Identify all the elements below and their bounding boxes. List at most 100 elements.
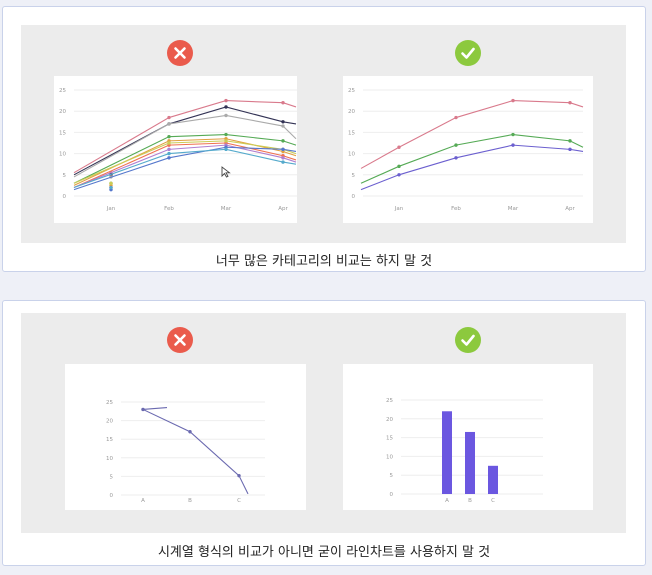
y-tick-label: 0 — [390, 492, 394, 498]
x-tick-label: Jan — [394, 206, 404, 212]
bad-line-chart-box: 0 5 10 15 20 25 Jan Feb Mar Apr — [54, 76, 297, 223]
example-panel: 0 5 10 15 20 25 A B C 0 5 10 15 20 25 A B C — [21, 313, 626, 533]
data-point — [167, 115, 171, 120]
y-tick-label: 0 — [352, 194, 356, 200]
y-tick-label: 25 — [59, 88, 66, 94]
data-point — [454, 115, 458, 120]
caption-categories: 너무 많은 카테고리의 비교는 하지 말 것 — [215, 254, 433, 269]
y-tick-label: 20 — [59, 109, 66, 115]
data-point — [568, 139, 572, 143]
y-tick-label: 15 — [348, 130, 355, 136]
y-tick-label: 5 — [63, 173, 67, 179]
x-tick-label: Mar — [508, 206, 519, 212]
data-point — [397, 173, 401, 177]
x-tick-label: B — [468, 498, 472, 504]
y-tick-label: 5 — [110, 474, 114, 480]
x-tick-label: Feb — [164, 206, 174, 212]
y-tick-label: 15 — [59, 130, 66, 136]
y-tick-label: 10 — [386, 454, 393, 460]
caption-line-usage: 시계열 형식의 비교가 아니면 굳이 라인차트를 사용하지 말 것 — [157, 545, 491, 560]
data-point — [454, 156, 458, 160]
y-tick-label: 20 — [348, 109, 355, 115]
data-point — [397, 145, 401, 149]
x-tick-label: Jan — [106, 206, 116, 212]
y-tick-label: 15 — [386, 436, 393, 442]
y-tick-label: 20 — [106, 419, 113, 425]
data-point — [224, 98, 228, 103]
x-tick-label: C — [237, 498, 241, 504]
series-line — [360, 133, 584, 184]
x-tick-label: Apr — [278, 206, 288, 212]
x-icon — [167, 327, 193, 353]
data-point — [167, 151, 171, 156]
data-point — [511, 98, 515, 103]
x-icon — [167, 40, 193, 66]
data-point — [237, 473, 241, 478]
data-point — [281, 139, 285, 143]
series-line — [73, 106, 297, 176]
data-point — [568, 101, 572, 105]
good-line-chart-box: 0 5 10 15 20 25 Jan Feb Mar Apr — [343, 76, 593, 223]
data-point — [167, 134, 171, 139]
data-point — [281, 147, 285, 152]
data-point — [511, 143, 515, 147]
data-point — [224, 113, 228, 118]
y-tick-label: 10 — [106, 456, 113, 462]
x-tick-label: B — [188, 498, 192, 504]
data-point — [167, 156, 171, 160]
x-tick-label: Mar — [221, 206, 232, 212]
non-timeseries-line-chart: 0 5 10 15 20 25 A B C — [106, 400, 265, 504]
data-point — [568, 147, 572, 152]
data-point — [281, 124, 285, 128]
bar — [465, 431, 475, 494]
bar — [442, 411, 452, 494]
data-point — [281, 160, 285, 164]
comparison-card-categories: 0 5 10 15 20 25 Jan Feb Mar Apr 0 5 10 15 20 25 Jan Feb M… — [2, 6, 646, 272]
data-point — [224, 139, 228, 143]
data-point — [109, 185, 113, 190]
data-point — [167, 147, 171, 152]
good-bar-chart-box: 0 5 10 15 20 25 A B C — [343, 364, 593, 510]
data-point — [224, 105, 228, 109]
data-point — [167, 141, 171, 145]
check-icon — [455, 40, 481, 66]
data-point — [281, 120, 285, 124]
data-point — [224, 132, 228, 137]
series-line — [73, 142, 297, 189]
data-point — [281, 156, 285, 160]
y-tick-label: 25 — [386, 398, 393, 404]
x-tick-label: Feb — [451, 206, 461, 212]
bad-line-chart-box: 0 5 10 15 20 25 A B C — [65, 364, 306, 510]
mouse-cursor-icon — [221, 166, 231, 178]
few-categories-line-chart: 0 5 10 15 20 25 Jan Feb Mar Apr — [348, 88, 584, 212]
series-line — [360, 100, 584, 169]
example-panel: 0 5 10 15 20 25 Jan Feb Mar Apr 0 5 10 15 20 25 Jan Feb M… — [21, 25, 626, 243]
data-point — [454, 143, 458, 147]
check-icon — [455, 327, 481, 353]
data-point — [281, 101, 285, 105]
y-tick-label: 5 — [390, 473, 394, 479]
y-tick-label: 25 — [348, 88, 355, 94]
series-line — [360, 144, 584, 191]
category-bar-chart: 0 5 10 15 20 25 A B C — [386, 398, 543, 504]
y-tick-label: 10 — [348, 152, 355, 158]
data-point — [224, 147, 228, 152]
too-many-categories-line-chart: 0 5 10 15 20 25 Jan Feb Mar Apr — [59, 88, 297, 212]
data-point — [188, 430, 192, 434]
y-tick-label: 25 — [106, 400, 113, 406]
data-point — [109, 181, 113, 185]
y-tick-label: 10 — [59, 152, 66, 158]
y-tick-label: 20 — [386, 417, 393, 423]
data-point — [141, 407, 145, 412]
y-tick-label: 5 — [352, 173, 356, 179]
x-tick-label: A — [445, 498, 449, 504]
bar — [488, 465, 498, 494]
x-tick-label: A — [141, 498, 145, 504]
y-tick-label: 15 — [106, 437, 113, 443]
y-tick-label: 0 — [63, 194, 67, 200]
comparison-card-line-usage: 0 5 10 15 20 25 A B C 0 5 10 15 20 25 A B C 시계열 형식의 비교가 … — [2, 300, 646, 566]
x-tick-label: C — [491, 498, 495, 504]
y-tick-label: 0 — [110, 493, 114, 499]
data-point — [397, 164, 401, 169]
data-point — [511, 132, 515, 137]
